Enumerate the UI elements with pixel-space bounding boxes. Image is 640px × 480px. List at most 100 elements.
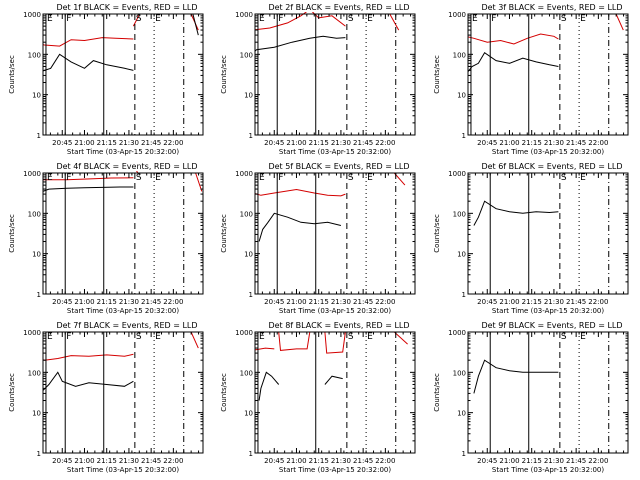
plot-frame <box>254 13 416 136</box>
x-tick-label: 20:45 <box>264 298 284 306</box>
event-marker-label: S <box>348 332 354 342</box>
x-tick-label: 21:15 <box>309 139 329 147</box>
chart-title: Det 6f BLACK = Events, RED = LLD <box>481 162 622 171</box>
x-tick-label: 21:00 <box>499 139 519 147</box>
series-red-line <box>132 13 199 31</box>
event-marker-label: E <box>155 332 161 342</box>
x-axis-label: Start Time (03-Apr-15 20:32:00) <box>279 148 391 156</box>
y-tick-label: 1000 <box>23 170 41 178</box>
y-tick-label: 1 <box>462 291 466 299</box>
y-tick-label: 1 <box>37 132 41 140</box>
chart-title: Det 4f BLACK = Events, RED = LLD <box>56 162 197 171</box>
event-marker-label: S <box>348 14 354 24</box>
series-black-line <box>192 13 199 36</box>
series-black-line <box>258 371 280 401</box>
y-tick-label: 10 <box>32 251 41 259</box>
y-tick-label: 100 <box>240 210 253 218</box>
event-marker-label: F <box>278 14 283 24</box>
x-axis-label: Start Time (03-Apr-15 20:32:00) <box>492 148 604 156</box>
chart-title: Det 3f BLACK = Events, RED = LLD <box>481 3 622 12</box>
x-tick-label: 22:00 <box>163 298 183 306</box>
y-axis-label: Counts/sec <box>433 55 441 94</box>
y-tick-label: 100 <box>28 210 41 218</box>
series-black-line <box>324 375 343 385</box>
x-tick-label: 21:30 <box>331 139 351 147</box>
plot-frame <box>467 331 629 454</box>
x-axis-label: Start Time (03-Apr-15 20:32:00) <box>279 307 391 315</box>
series-red-line <box>278 331 311 351</box>
x-tick-label: 21:00 <box>74 139 94 147</box>
x-tick-label: 21:45 <box>566 298 586 306</box>
x-tick-label: 21:15 <box>309 298 329 306</box>
x-tick-label: 21:00 <box>74 298 94 306</box>
series-black-line <box>258 212 342 242</box>
y-tick-label: 1000 <box>235 170 253 178</box>
series-black-line <box>473 200 559 226</box>
x-tick-label: 21:30 <box>544 298 564 306</box>
x-tick-label: 22:00 <box>588 298 608 306</box>
series-red-line <box>468 33 559 45</box>
event-marker-label: F <box>278 173 283 183</box>
y-tick-label: 1000 <box>235 329 253 337</box>
event-marker-label: E <box>155 173 161 183</box>
x-tick-label: 21:45 <box>353 457 373 465</box>
x-tick-label: 21:15 <box>522 139 542 147</box>
x-tick-label: 22:00 <box>588 139 608 147</box>
y-tick-label: 1000 <box>23 11 41 19</box>
x-tick-label: 20:45 <box>52 457 72 465</box>
series-red-line <box>255 347 275 351</box>
y-axis-label: Counts/sec <box>8 373 16 412</box>
chart-panel: Det 6f BLACK = Events, RED = LLD S E 1 10 100… <box>433 162 629 315</box>
x-tick-label: 21:15 <box>97 139 117 147</box>
x-tick-label: 21:30 <box>119 457 139 465</box>
series-red-line <box>324 331 346 354</box>
y-tick-label: 1 <box>249 291 253 299</box>
series-red-line <box>43 177 134 181</box>
x-tick-label: 22:00 <box>375 298 395 306</box>
chart-title: Det 1f BLACK = Events, RED = LLD <box>56 3 197 12</box>
x-tick-label: 21:45 <box>141 298 161 306</box>
series-black-line <box>468 51 559 73</box>
event-marker-label: S <box>136 14 142 24</box>
x-tick-label: 21:00 <box>286 298 306 306</box>
x-tick-label: 21:30 <box>119 139 139 147</box>
event-marker-label: E <box>367 14 373 24</box>
y-tick-label: 10 <box>244 251 253 259</box>
chart-title: Det 9f BLACK = Events, RED = LLD <box>481 321 622 330</box>
event-marker-label: S <box>561 173 567 183</box>
event-marker-label: E <box>47 173 53 183</box>
y-tick-label: 100 <box>240 369 253 377</box>
x-tick-label: 21:30 <box>544 139 564 147</box>
event-marker-label: E <box>580 332 586 342</box>
x-axis-label: Start Time (03-Apr-15 20:32:00) <box>67 307 179 315</box>
event-marker-label: F <box>66 14 71 24</box>
y-tick-label: 10 <box>457 251 466 259</box>
x-tick-label: 22:00 <box>588 457 608 465</box>
plot-frame <box>42 331 204 454</box>
chart-title: Det 7f BLACK = Events, RED = LLD <box>56 321 197 330</box>
event-marker-label: E <box>259 332 265 342</box>
event-marker-label: S <box>561 332 567 342</box>
event-marker-label: E <box>580 173 586 183</box>
event-marker-label: E <box>472 14 478 24</box>
y-tick-label: 1000 <box>235 11 253 19</box>
event-marker-label: E <box>367 332 373 342</box>
x-tick-label: 21:00 <box>499 457 519 465</box>
event-marker-label: S <box>348 173 354 183</box>
series-red-line <box>136 331 199 349</box>
chart-title: Det 2f BLACK = Events, RED = LLD <box>268 3 409 12</box>
event-marker-label: E <box>155 14 161 24</box>
x-axis-label: Start Time (03-Apr-15 20:32:00) <box>67 466 179 474</box>
x-tick-label: 21:00 <box>74 457 94 465</box>
series-black-line <box>43 53 134 72</box>
chart-title: Det 5f BLACK = Events, RED = LLD <box>268 162 409 171</box>
series-black-line <box>43 371 134 392</box>
chart-title: Det 8f BLACK = Events, RED = LLD <box>268 321 409 330</box>
y-axis-label: Counts/sec <box>433 214 441 253</box>
y-tick-label: 100 <box>453 369 466 377</box>
y-axis-label: Counts/sec <box>220 214 228 253</box>
